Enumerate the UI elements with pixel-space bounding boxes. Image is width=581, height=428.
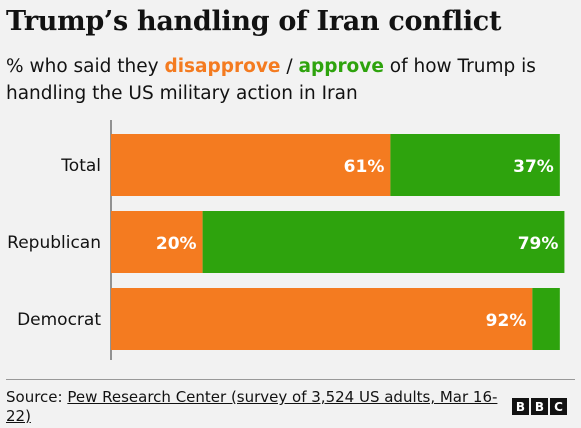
- data-label-disapprove: 20%: [156, 234, 197, 254]
- data-label-approve: 37%: [513, 157, 554, 177]
- subtitle-approve: approve: [298, 56, 384, 77]
- subtitle-separator: /: [280, 56, 299, 77]
- bar-disapprove: [111, 288, 533, 350]
- category-label: Democrat: [17, 310, 101, 330]
- bar-approve: [390, 134, 560, 196]
- source-divider: [6, 379, 575, 380]
- subtitle-line1-suffix: of how Trump is: [383, 56, 536, 77]
- data-label-disapprove: 61%: [344, 157, 385, 177]
- category-label: Republican: [7, 233, 101, 253]
- bar-approve: [532, 288, 560, 350]
- source-label: Source:: [6, 388, 68, 406]
- source-note: Source: Pew Research Center (survey of 3…: [6, 388, 506, 426]
- bbc-logo: B B C: [512, 398, 567, 415]
- chart-subtitle: % who said they disapprove / approve of …: [6, 53, 578, 107]
- subtitle-prefix: % who said they: [6, 56, 165, 77]
- data-label-disapprove: 92%: [486, 311, 527, 331]
- bar-approve: [202, 211, 565, 273]
- subtitle-disapprove: disapprove: [164, 56, 281, 77]
- source-link[interactable]: Pew Research Center (survey of 3,524 US …: [6, 388, 498, 425]
- chart-title: Trump’s handling of Iran conflict: [6, 6, 502, 37]
- bbc-logo-letter: B: [512, 398, 529, 415]
- bar-disapprove: [111, 134, 391, 196]
- bbc-logo-letter: B: [531, 398, 548, 415]
- bar-disapprove: [111, 211, 203, 273]
- bbc-logo-letter: C: [550, 398, 567, 415]
- data-label-approve: 79%: [518, 234, 559, 254]
- category-label: Total: [60, 156, 101, 176]
- subtitle-line2: handling the US military action in Iran: [6, 83, 358, 104]
- stacked-bar-chart: Total 61% 37% Republican 20% 79% Democrat 92%: [7, 120, 565, 360]
